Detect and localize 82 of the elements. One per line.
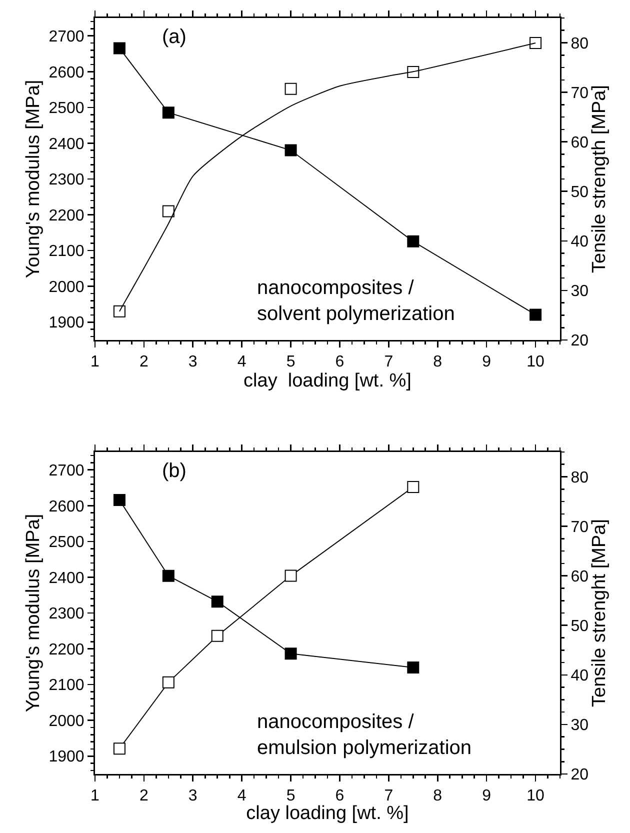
y-tick-label: 2300 bbox=[48, 606, 84, 623]
annotation: nanocomposites / emulsion polymerization bbox=[257, 711, 472, 759]
y-axis-title: Young's modulus [MPa] bbox=[22, 514, 44, 712]
x-tick-label: 6 bbox=[335, 788, 344, 805]
y-tick-label: 2200 bbox=[48, 207, 84, 224]
x-tick-label: 9 bbox=[482, 788, 492, 805]
y-tick-label: 2700 bbox=[48, 462, 84, 480]
point bbox=[407, 481, 420, 494]
y2-tick-label: 70 bbox=[570, 84, 589, 102]
point bbox=[113, 494, 126, 506]
y-tick-label: 2500 bbox=[48, 534, 84, 552]
point bbox=[284, 144, 297, 156]
y-tick-label: 2400 bbox=[48, 136, 84, 153]
y2-tick-label: 50 bbox=[570, 184, 589, 201]
point bbox=[284, 82, 297, 95]
x-tick-label: 7 bbox=[384, 788, 394, 805]
point bbox=[113, 42, 126, 54]
y2-tick-label: 30 bbox=[570, 717, 589, 734]
x-tick-label: 9 bbox=[482, 354, 492, 371]
x-axis-title: clay loading [wt. %] bbox=[244, 370, 412, 392]
y-tick-label: 2100 bbox=[48, 677, 84, 694]
point bbox=[162, 205, 174, 218]
x-tick-label: 4 bbox=[237, 788, 246, 805]
point bbox=[284, 648, 297, 660]
x-tick-label: 2 bbox=[139, 788, 148, 805]
y2-tick-label: 80 bbox=[570, 35, 589, 52]
y-tick-label: 2400 bbox=[48, 570, 84, 587]
x-tick-label: 7 bbox=[384, 354, 394, 371]
point bbox=[530, 37, 542, 50]
x-tick-label: 8 bbox=[433, 788, 442, 805]
y2-tick-label: 40 bbox=[570, 668, 589, 685]
annotation: nanocomposites / solvent polymerization bbox=[257, 277, 455, 325]
y-tick-label: 2000 bbox=[48, 278, 84, 296]
x-tick-label: 4 bbox=[237, 354, 246, 371]
y-tick-label: 2500 bbox=[48, 100, 84, 118]
x-tick-label: 3 bbox=[188, 788, 198, 805]
x-tick-label: 10 bbox=[526, 354, 545, 371]
x-tick-label: 5 bbox=[286, 354, 296, 371]
y2-axis-title: Tensile strength [MPa] bbox=[589, 85, 610, 273]
point bbox=[407, 661, 420, 674]
point bbox=[407, 66, 420, 78]
point bbox=[113, 305, 126, 318]
x-tick-label: 5 bbox=[286, 788, 296, 805]
y-tick-label: 2300 bbox=[48, 172, 84, 189]
y-tick-label: 1900 bbox=[48, 314, 84, 332]
point bbox=[162, 676, 174, 688]
x-tick-label: 8 bbox=[433, 354, 442, 371]
y-tick-label: 2700 bbox=[48, 28, 84, 46]
y2-tick-label: 70 bbox=[570, 518, 589, 536]
point bbox=[211, 596, 224, 608]
x-tick-label: 1 bbox=[90, 354, 100, 371]
x-tick-label: 2 bbox=[139, 354, 148, 371]
y2-tick-label: 60 bbox=[570, 134, 589, 152]
point bbox=[530, 308, 542, 321]
y2-axis-title: Tensile strenght [MPa] bbox=[589, 519, 610, 707]
y-tick-label: 2600 bbox=[48, 498, 84, 516]
y2-tick-label: 60 bbox=[570, 568, 589, 586]
point bbox=[113, 742, 126, 755]
y-tick-label: 1900 bbox=[48, 748, 84, 766]
x-tick-label: 1 bbox=[90, 788, 100, 805]
y-tick-label: 2000 bbox=[48, 712, 84, 730]
x-axis-title: clay loading [wt. %] bbox=[246, 803, 409, 824]
y2-tick-label: 40 bbox=[570, 234, 589, 251]
x-tick-label: 10 bbox=[526, 788, 545, 805]
y-axis-title: Young's modulus [MPa] bbox=[22, 80, 44, 278]
y2-tick-label: 80 bbox=[570, 469, 589, 486]
x-tick-label: 6 bbox=[335, 354, 344, 371]
y2-tick-label: 30 bbox=[570, 283, 589, 300]
y-tick-label: 2600 bbox=[48, 64, 84, 82]
point bbox=[162, 106, 174, 119]
point bbox=[284, 570, 297, 582]
y2-tick-label: 50 bbox=[570, 618, 589, 635]
x-tick-label: 3 bbox=[188, 354, 198, 371]
y2-tick-label: 20 bbox=[570, 332, 589, 350]
point bbox=[407, 235, 420, 248]
y-tick-label: 2200 bbox=[48, 641, 84, 658]
annotation: (a) bbox=[162, 26, 186, 48]
y2-tick-label: 20 bbox=[570, 766, 589, 784]
point bbox=[162, 570, 174, 582]
y-tick-label: 2100 bbox=[48, 243, 84, 260]
annotation: (b) bbox=[162, 460, 186, 482]
point bbox=[211, 630, 224, 642]
